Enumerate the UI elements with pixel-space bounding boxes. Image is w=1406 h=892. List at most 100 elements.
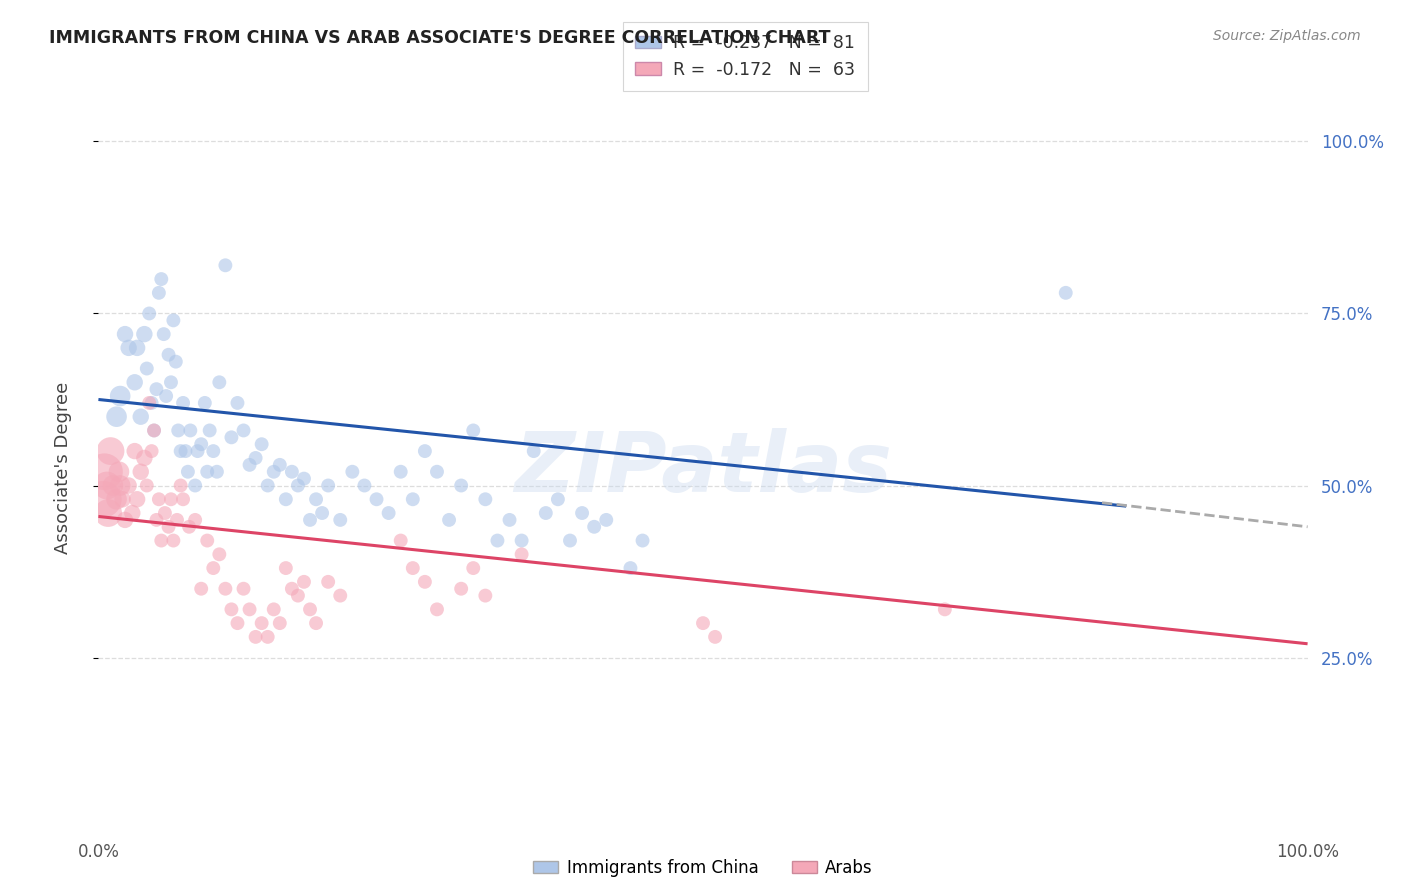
Point	[111, 492, 134, 507]
Point	[595, 513, 617, 527]
Point	[129, 409, 152, 424]
Point	[245, 630, 267, 644]
Point	[232, 424, 254, 438]
Point	[558, 533, 581, 548]
Point	[263, 602, 285, 616]
Point	[463, 561, 485, 575]
Point	[148, 492, 170, 507]
Point	[510, 533, 533, 548]
Point	[169, 444, 191, 458]
Point	[281, 582, 304, 596]
Legend: R =  -0.237   N =  81, R =  -0.172   N =  63: R = -0.237 N = 81, R = -0.172 N = 63	[623, 21, 868, 91]
Point	[239, 602, 262, 616]
Point	[145, 513, 167, 527]
Point	[292, 574, 315, 589]
Point	[160, 492, 183, 507]
Point	[150, 533, 173, 548]
Point	[124, 376, 146, 390]
Point	[190, 582, 212, 596]
Point	[402, 492, 425, 507]
Point	[195, 533, 218, 548]
Point	[114, 513, 136, 527]
Point	[184, 513, 207, 527]
Point	[353, 478, 375, 492]
Point	[305, 616, 328, 631]
Point	[108, 389, 131, 403]
Point	[118, 478, 141, 492]
Point	[174, 444, 197, 458]
Point	[934, 602, 956, 616]
Point	[105, 409, 128, 424]
Point	[108, 478, 131, 492]
Point	[194, 396, 217, 410]
Point	[160, 376, 183, 390]
Point	[184, 478, 207, 492]
Point	[214, 258, 236, 272]
Point	[108, 465, 131, 479]
Point	[148, 285, 170, 300]
Point	[221, 430, 243, 444]
Point	[143, 424, 166, 438]
Point	[281, 465, 304, 479]
Point	[463, 424, 485, 438]
Point	[172, 492, 194, 507]
Point	[187, 444, 209, 458]
Point	[208, 376, 231, 390]
Point	[118, 341, 141, 355]
Point	[437, 513, 460, 527]
Point	[153, 506, 176, 520]
Point	[450, 582, 472, 596]
Point	[389, 465, 412, 479]
Point	[269, 616, 291, 631]
Point	[202, 444, 225, 458]
Point	[129, 465, 152, 479]
Point	[138, 306, 160, 320]
Point	[311, 506, 333, 520]
Point	[134, 327, 156, 342]
Point	[486, 533, 509, 548]
Point	[114, 327, 136, 342]
Point	[127, 492, 149, 507]
Point	[138, 396, 160, 410]
Text: IMMIGRANTS FROM CHINA VS ARAB ASSOCIATE'S DEGREE CORRELATION CHART: IMMIGRANTS FROM CHINA VS ARAB ASSOCIATE'…	[49, 29, 831, 46]
Point	[124, 444, 146, 458]
Point	[127, 341, 149, 355]
Point	[342, 465, 364, 479]
Point	[135, 361, 157, 376]
Point	[299, 513, 322, 527]
Point	[105, 492, 128, 507]
Point	[198, 424, 221, 438]
Point	[97, 506, 120, 520]
Point	[389, 533, 412, 548]
Point	[523, 444, 546, 458]
Legend: Immigrants from China, Arabs: Immigrants from China, Arabs	[527, 853, 879, 884]
Point	[205, 465, 228, 479]
Point	[100, 444, 122, 458]
Point	[202, 561, 225, 575]
Point	[704, 630, 727, 644]
Point	[134, 450, 156, 465]
Point	[299, 602, 322, 616]
Point	[474, 589, 496, 603]
Point	[292, 472, 315, 486]
Point	[402, 561, 425, 575]
Point	[413, 574, 436, 589]
Point	[583, 520, 606, 534]
Point	[498, 513, 520, 527]
Point	[571, 506, 593, 520]
Point	[377, 506, 399, 520]
Point	[316, 574, 339, 589]
Point	[250, 437, 273, 451]
Point	[239, 458, 262, 472]
Point	[179, 424, 201, 438]
Point	[305, 492, 328, 507]
Point	[172, 396, 194, 410]
Point	[155, 389, 177, 403]
Point	[162, 533, 184, 548]
Point	[631, 533, 654, 548]
Point	[221, 602, 243, 616]
Point	[166, 513, 188, 527]
Point	[157, 520, 180, 534]
Point	[316, 478, 339, 492]
Point	[226, 396, 249, 410]
